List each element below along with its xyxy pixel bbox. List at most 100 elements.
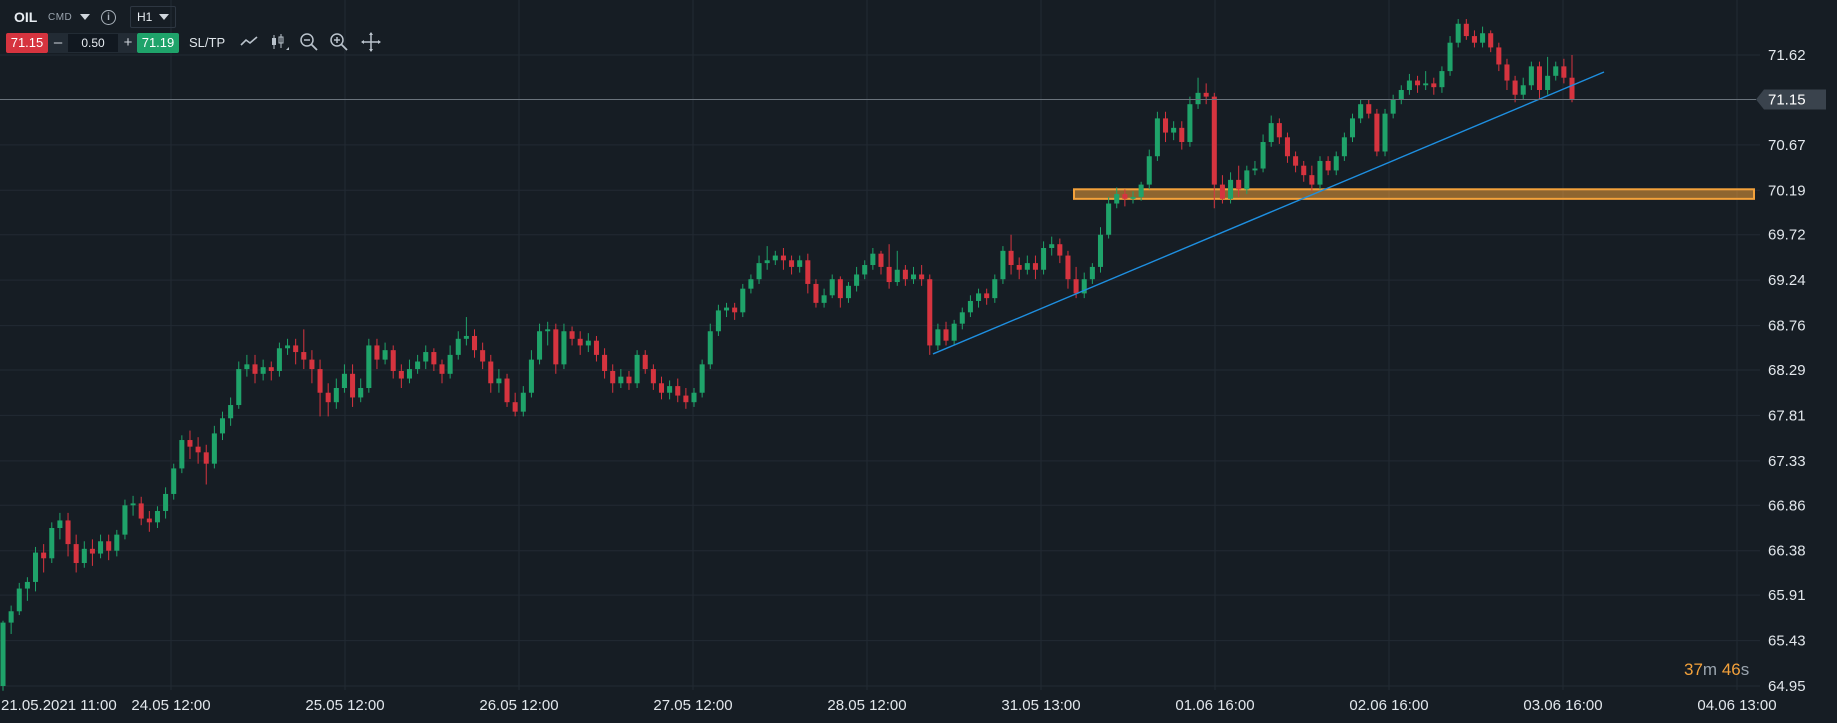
candle[interactable] (1512, 75, 1518, 103)
candle[interactable] (252, 354, 258, 384)
candle[interactable] (1349, 113, 1356, 143)
candle[interactable] (1114, 187, 1120, 209)
candle[interactable] (106, 534, 112, 561)
candle[interactable] (455, 331, 461, 360)
candle[interactable] (1073, 266, 1079, 299)
candle[interactable] (1333, 151, 1339, 176)
candle[interactable] (49, 522, 55, 564)
candle[interactable] (146, 510, 152, 532)
candle[interactable] (1195, 77, 1201, 109)
candle[interactable] (73, 534, 79, 573)
candle[interactable] (740, 283, 746, 318)
candle[interactable] (894, 250, 900, 286)
candle[interactable] (691, 388, 697, 407)
candle[interactable] (1341, 132, 1347, 161)
candle[interactable] (545, 321, 551, 346)
candle[interactable] (260, 359, 266, 381)
candle[interactable] (1138, 181, 1144, 201)
candle[interactable] (406, 359, 412, 384)
candle[interactable] (285, 338, 291, 355)
candle[interactable] (943, 321, 949, 346)
candle[interactable] (919, 265, 925, 286)
candle[interactable] (0, 620, 6, 691)
candle[interactable] (756, 255, 762, 284)
volume-decrease-button[interactable]: – (53, 34, 63, 51)
candle[interactable] (537, 323, 543, 365)
candle[interactable] (1268, 115, 1274, 147)
candle[interactable] (927, 274, 933, 355)
candle[interactable] (358, 378, 364, 403)
candle[interactable] (1008, 234, 1014, 275)
candle[interactable] (1455, 19, 1461, 48)
candle[interactable] (1366, 99, 1372, 119)
candle[interactable] (1569, 55, 1575, 103)
candlestick-icon[interactable] (268, 31, 290, 53)
candle[interactable] (122, 499, 128, 540)
candle[interactable] (1032, 255, 1038, 280)
candle[interactable] (350, 364, 356, 407)
trendline-layer[interactable] (932, 71, 1605, 355)
candle[interactable] (1106, 196, 1112, 239)
candle[interactable] (593, 335, 599, 362)
candle[interactable] (1398, 85, 1404, 105)
candle[interactable] (829, 274, 835, 299)
candle[interactable] (1561, 58, 1567, 84)
candle[interactable] (610, 364, 616, 393)
candle[interactable] (1065, 250, 1071, 289)
candle[interactable] (317, 359, 323, 417)
candle[interactable] (65, 512, 71, 557)
candle[interactable] (1293, 151, 1299, 173)
candle[interactable] (114, 529, 120, 557)
candle[interactable] (1284, 132, 1290, 163)
candle[interactable] (528, 350, 534, 398)
candle[interactable] (1000, 246, 1006, 284)
candle[interactable] (789, 255, 795, 275)
candle[interactable] (228, 397, 234, 426)
candle[interactable] (130, 495, 136, 516)
candle[interactable] (1228, 172, 1234, 204)
volume-input[interactable]: 0.50 (68, 34, 118, 52)
candle[interactable] (984, 288, 990, 305)
candle[interactable] (8, 605, 14, 634)
trendline[interactable] (932, 71, 1605, 355)
candle[interactable] (837, 276, 843, 308)
candle[interactable] (1211, 92, 1217, 209)
candle[interactable] (382, 342, 388, 365)
candle[interactable] (203, 444, 209, 485)
candle[interactable] (268, 361, 274, 381)
candle[interactable] (398, 364, 404, 389)
candle[interactable] (813, 279, 819, 308)
candle[interactable] (1146, 149, 1152, 190)
candle[interactable] (707, 323, 713, 370)
candle[interactable] (1480, 26, 1486, 48)
candle[interactable] (366, 338, 372, 393)
candle[interactable] (1415, 75, 1421, 93)
candle[interactable] (179, 435, 185, 474)
instrument-symbol[interactable]: OIL (14, 9, 38, 25)
candle[interactable] (16, 582, 22, 616)
candle[interactable] (471, 329, 478, 358)
candle[interactable] (236, 361, 242, 409)
candle[interactable] (1447, 36, 1453, 76)
candle[interactable] (862, 260, 868, 280)
info-icon[interactable]: i (101, 10, 116, 25)
candle[interactable] (24, 577, 30, 601)
candle[interactable] (1463, 19, 1469, 40)
candle[interactable] (1252, 160, 1258, 176)
candle[interactable] (1260, 134, 1266, 173)
candle[interactable] (797, 255, 803, 273)
candle[interactable] (951, 319, 957, 346)
candle[interactable] (89, 539, 95, 566)
time-axis[interactable]: 21.05.2021 11:00 24.05 12:00 25.05 12:00 26… (1, 697, 1777, 714)
candle[interactable] (154, 506, 160, 529)
candle[interactable] (219, 411, 226, 441)
candle[interactable] (902, 265, 908, 286)
candle[interactable] (325, 383, 331, 417)
candle[interactable] (276, 342, 282, 377)
candle[interactable] (821, 288, 827, 308)
candle[interactable] (854, 266, 860, 292)
volume-increase-button[interactable]: + (123, 34, 133, 51)
zoom-in-icon[interactable] (328, 31, 350, 53)
candle[interactable] (1171, 121, 1177, 141)
